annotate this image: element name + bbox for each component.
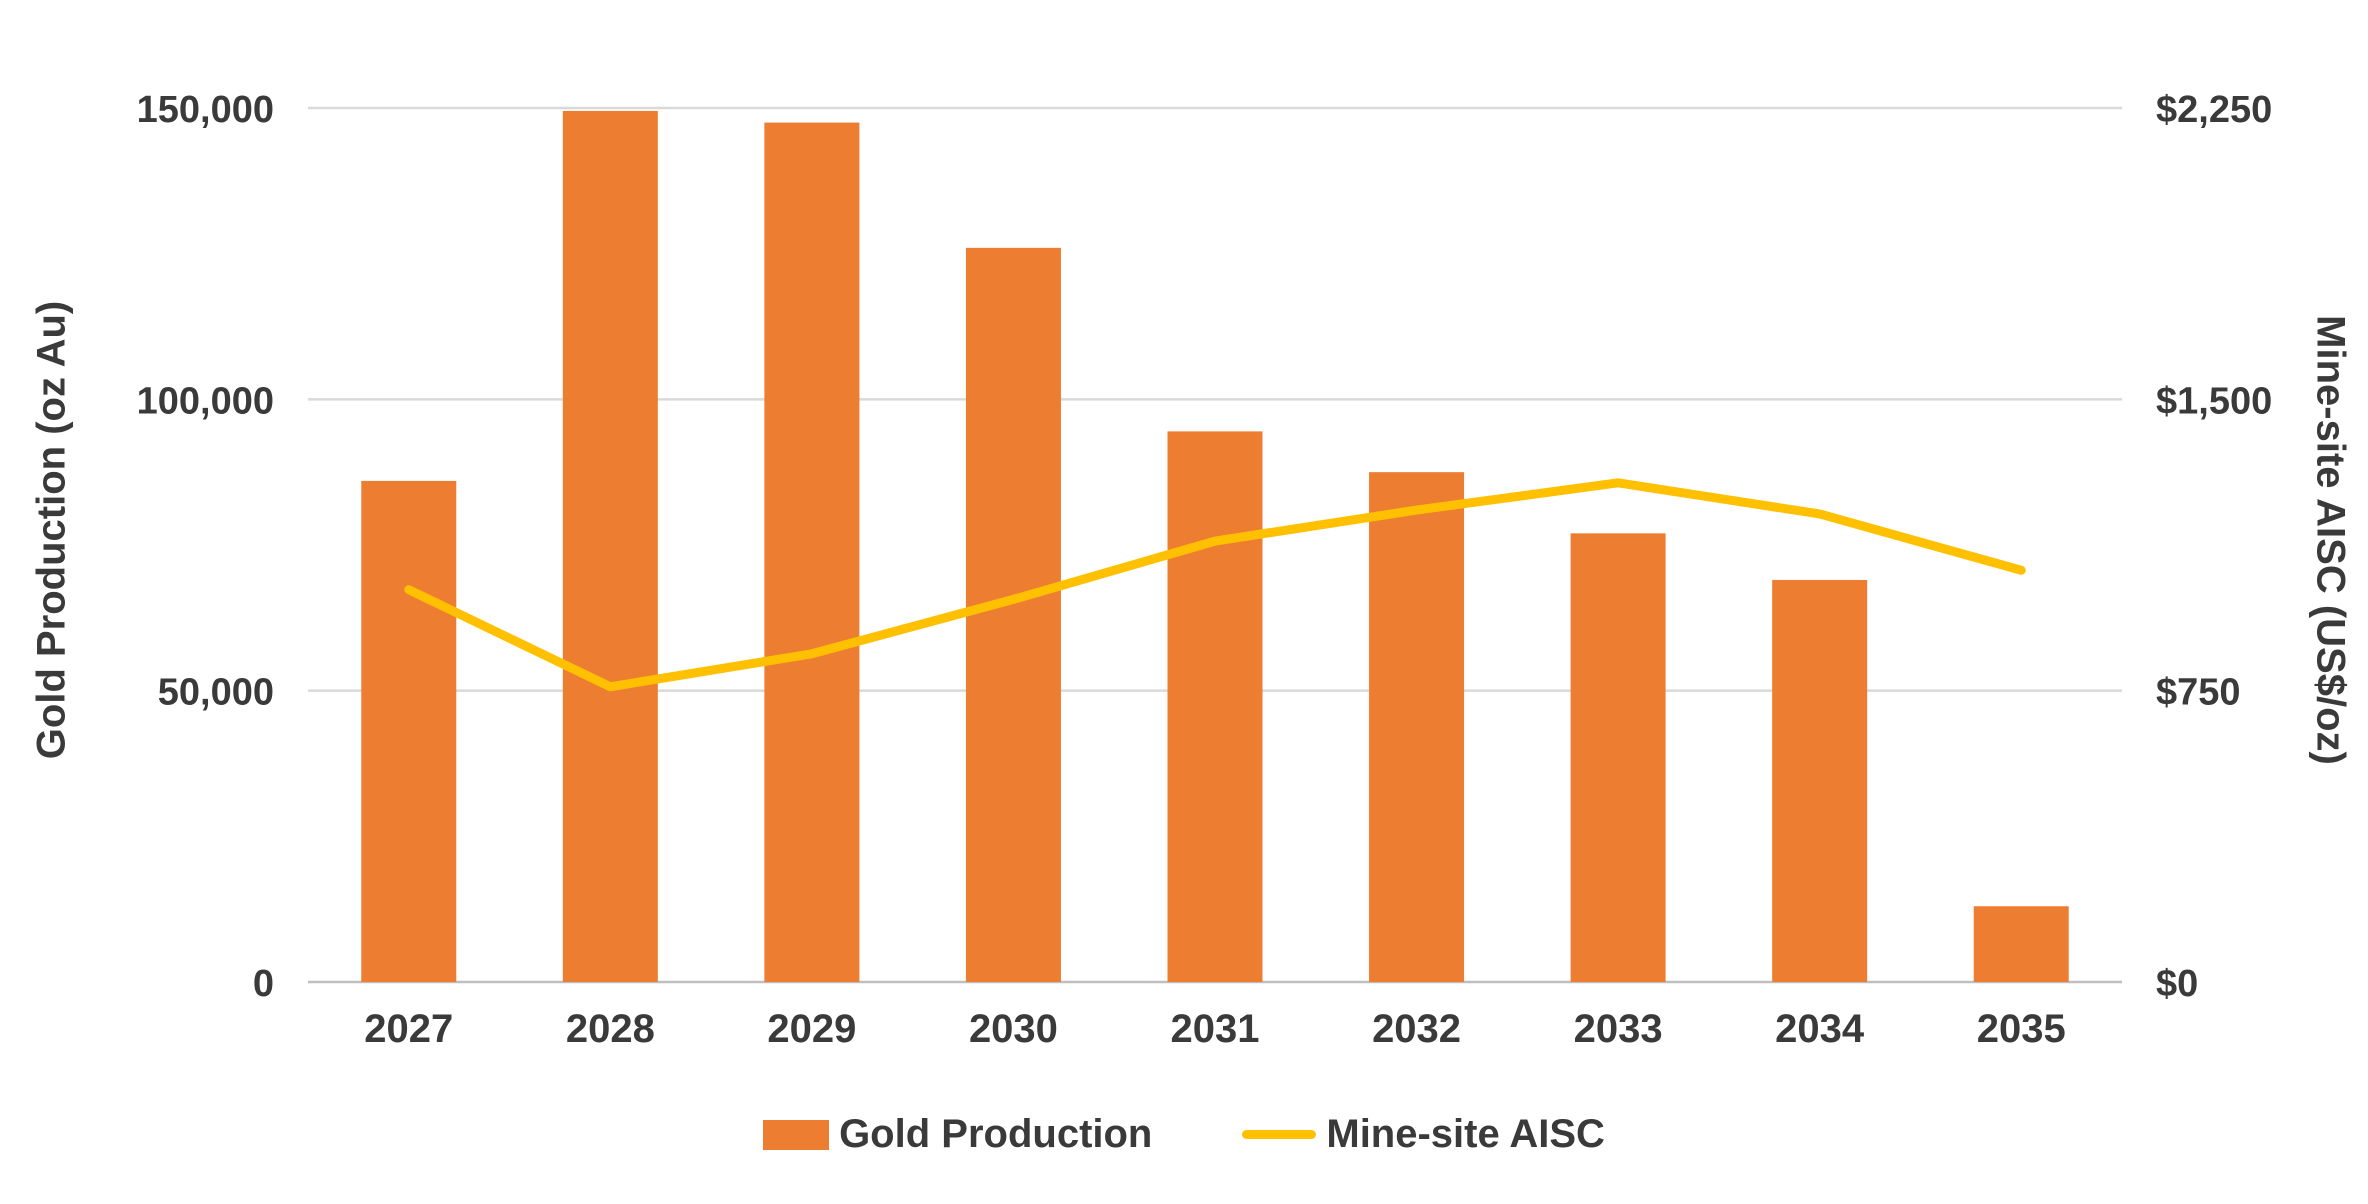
x-axis-category-label: 2029	[767, 1007, 856, 1051]
bar-2031	[1167, 431, 1263, 982]
legend-label-mine-site-aisc: Mine-site AISC	[1326, 1112, 1605, 1156]
mine-site-aisc-line-swatch-icon	[1242, 1130, 1317, 1139]
x-axis-category-label: 2027	[364, 1007, 453, 1051]
bar-2035	[1973, 906, 2069, 982]
x-axis-category-label: 2035	[1977, 1007, 2066, 1051]
x-axis-category-label: 2032	[1372, 1007, 1461, 1051]
right-axis-tick-label: $2,250	[2156, 89, 2272, 131]
legend-label-gold-production: Gold Production	[839, 1112, 1153, 1156]
legend-item-gold-production: Gold Production	[763, 1112, 1152, 1157]
left-axis-tick-label: 0	[253, 963, 274, 1005]
x-axis-category-label: 2034	[1775, 1007, 1865, 1051]
x-axis-category-label: 2031	[1171, 1007, 1260, 1051]
bar-2028	[562, 110, 658, 982]
legend: Gold Production Mine-site AISC	[0, 1112, 2368, 1157]
right-axis-tick-label: $750	[2156, 672, 2241, 714]
left-axis-tick-label: 100,000	[137, 380, 274, 422]
aisc-line	[404, 478, 2026, 692]
left-axis-tick-label: 150,000	[137, 89, 274, 131]
gold-production-bar-swatch-icon	[763, 1119, 830, 1150]
legend-item-mine-site-aisc: Mine-site AISC	[1242, 1112, 1605, 1157]
x-axis-category-label: 2030	[969, 1007, 1058, 1051]
bar-2030	[965, 247, 1061, 983]
bar-2029	[764, 122, 860, 983]
left-axis-tick-label: 50,000	[158, 672, 274, 714]
x-axis-category-label: 2028	[566, 1007, 655, 1051]
bar-2032	[1369, 472, 1465, 982]
bar-2033	[1570, 533, 1666, 982]
bar-2027	[361, 480, 457, 982]
bar-2034	[1772, 579, 1868, 982]
right-axis-tick-label: $1,500	[2156, 380, 2272, 422]
right-axis-tick-label: $0	[2156, 963, 2198, 1005]
x-axis-category-label: 2033	[1574, 1007, 1663, 1051]
